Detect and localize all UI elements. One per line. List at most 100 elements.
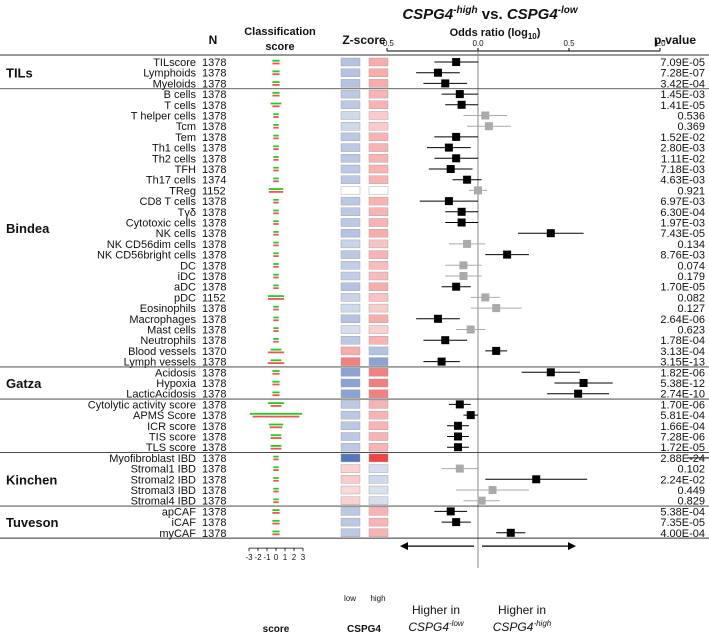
zscore-low-cell [340, 89, 361, 99]
score-tick-label: 0 [274, 553, 279, 562]
zscore-high-cell [368, 121, 389, 131]
score-tick-label: -1 [263, 553, 271, 562]
row-n: 1378 [202, 378, 226, 390]
zscore-high-cell [368, 303, 389, 313]
table-row: Cytotoxic cells 1378 1.97E-03 [126, 218, 705, 230]
table-row: Tem 1378 1.52E-02 [175, 132, 705, 144]
or-point [452, 282, 461, 291]
row-label: T helper cells [131, 111, 197, 123]
zscore-high-cell [368, 507, 389, 516]
zscore-high-cell [368, 250, 389, 259]
row-pvalue: 6.30E-04 [660, 207, 705, 219]
score-bar-green [273, 113, 279, 116]
or-point [574, 389, 583, 398]
score-bar-green [273, 220, 279, 223]
zscore-low-cell [340, 325, 361, 334]
zscore-low-cell [340, 378, 361, 388]
table-row: Lymph vessels 1378 3.15E-13 [124, 357, 705, 369]
score-axis-label: score [263, 624, 290, 635]
row-n: 1378 [202, 399, 226, 411]
row-n: 1152 [202, 185, 226, 197]
zscore-low-cell [340, 293, 361, 302]
table-row: Mast cells 1378 0.623 [147, 325, 705, 337]
row-n: 1378 [202, 506, 226, 518]
zscore-high-cell [368, 186, 389, 195]
table-row: Th1 cells 1378 2.80E-03 [152, 143, 705, 155]
zscore-high-cell [368, 228, 389, 238]
zscore-low-cell [340, 400, 361, 409]
score-bar-red [272, 522, 280, 525]
score-tick-label: -2 [254, 553, 262, 562]
or-point [441, 79, 450, 88]
zscore-low-cell [340, 357, 361, 366]
zscore-low-cell [340, 79, 361, 88]
zscore-high-cell [368, 132, 389, 142]
table-row: LacticAcidosis 1378 2.74E-10 [126, 389, 705, 401]
row-n: 1378 [202, 78, 226, 90]
table-row: Stromal3 IBD 1378 0.449 [131, 485, 705, 497]
row-n: 1378 [202, 517, 226, 529]
or-point [433, 314, 442, 323]
zscore-high-cell [368, 89, 389, 99]
row-pvalue: 8.76E-03 [660, 250, 705, 262]
score-bar-green [272, 370, 280, 372]
score-bar-green [270, 445, 282, 447]
zscore-low-cell [340, 271, 361, 281]
table-row: NK CD56dim cells 1378 0.134 [107, 239, 705, 251]
row-n: 1378 [202, 432, 226, 444]
or-point [466, 411, 475, 420]
table-row: iCAF 1378 7.35E-05 [172, 517, 705, 529]
or-point [444, 197, 453, 206]
row-n: 1378 [202, 228, 226, 240]
zscore-high-cell [368, 261, 389, 270]
or-point [466, 325, 475, 334]
row-n: 1378 [202, 389, 226, 401]
row-label: myCAF [159, 528, 196, 540]
zscore-low-cell [340, 368, 361, 377]
zscore-low-cell [340, 485, 361, 495]
score-bar-green [267, 402, 285, 404]
group-label: Bindea [6, 221, 50, 236]
class-score-header-line1: Classification [244, 26, 316, 38]
score-bar-red [273, 490, 279, 493]
table-row: Neutrophils 1378 1.78E-04 [140, 335, 705, 347]
score-bar-green [272, 70, 280, 73]
score-bar-green [273, 231, 279, 233]
score-bar-red [273, 265, 279, 268]
row-label: iDC [178, 271, 196, 283]
header: CSPG4-high vs. CSPG4-low N Classificatio… [209, 5, 697, 53]
score-bar-red [273, 501, 279, 504]
row-n: 1378 [202, 100, 226, 112]
score-bar-red [272, 512, 280, 514]
row-n: 1378 [202, 464, 226, 476]
score-bar-green [272, 91, 280, 94]
or-point [453, 421, 462, 430]
row-n: 1378 [202, 442, 226, 454]
row-label: T cells [164, 100, 196, 112]
row-pvalue: 2.24E-02 [660, 474, 705, 486]
row-pvalue: 5.81E-04 [660, 410, 705, 422]
table-row: Myeloids 1378 3.42E-04 [153, 78, 705, 90]
score-bar-red [269, 426, 283, 429]
zscore-low-cell [340, 336, 361, 345]
row-pvalue: 7.09E-05 [660, 57, 705, 69]
row-label: Stromal2 IBD [131, 474, 196, 486]
score-bar-red [273, 276, 279, 279]
row-n: 1378 [202, 271, 226, 283]
table-row: Lymphoids 1378 7.28E-07 [143, 68, 705, 80]
score-bar-red [273, 126, 279, 129]
row-n: 1370 [202, 346, 226, 358]
or-point [463, 175, 472, 184]
row-label: DC [180, 260, 196, 272]
table-row: TIS score 1378 7.28E-06 [149, 432, 705, 444]
table-row: apCAF 1378 5.38E-04 [162, 506, 705, 518]
row-pvalue: 1.97E-03 [660, 218, 705, 230]
score-tick-label: 2 [292, 553, 297, 562]
row-label: Stromal3 IBD [131, 485, 196, 497]
row-label: Acidosis [155, 367, 196, 379]
arrow-left-head [400, 542, 408, 551]
group-label: Kinchen [6, 472, 57, 487]
score-bar-red [273, 255, 279, 257]
score-bar-red [267, 298, 285, 300]
row-label: Tcm [176, 121, 196, 133]
